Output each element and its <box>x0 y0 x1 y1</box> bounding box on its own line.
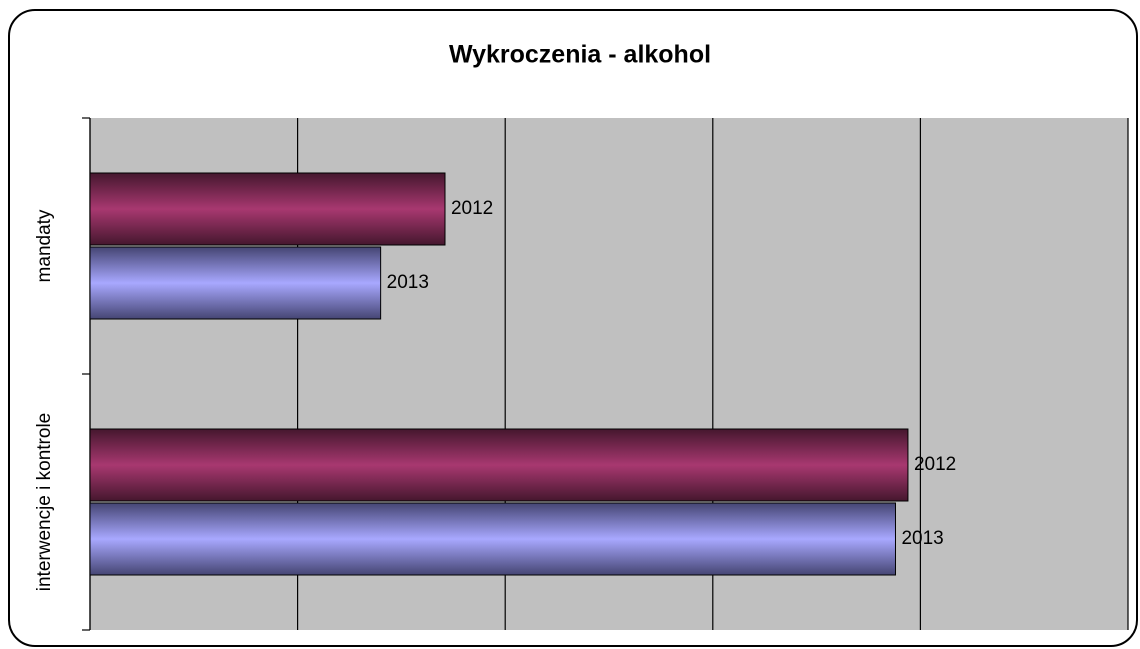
chart-title: Wykroczenia - alkohol <box>449 41 711 69</box>
bar <box>89 428 909 502</box>
y-tick-label: interwencje i kontrole <box>34 413 55 591</box>
bar <box>89 246 382 320</box>
data-label: 2013 <box>387 272 429 293</box>
data-label: 2012 <box>914 454 956 475</box>
bar <box>89 502 896 576</box>
data-label: 2013 <box>901 528 943 549</box>
data-label: 2012 <box>451 198 493 219</box>
y-tick-label: mandaty <box>34 209 55 282</box>
bar <box>89 172 446 246</box>
